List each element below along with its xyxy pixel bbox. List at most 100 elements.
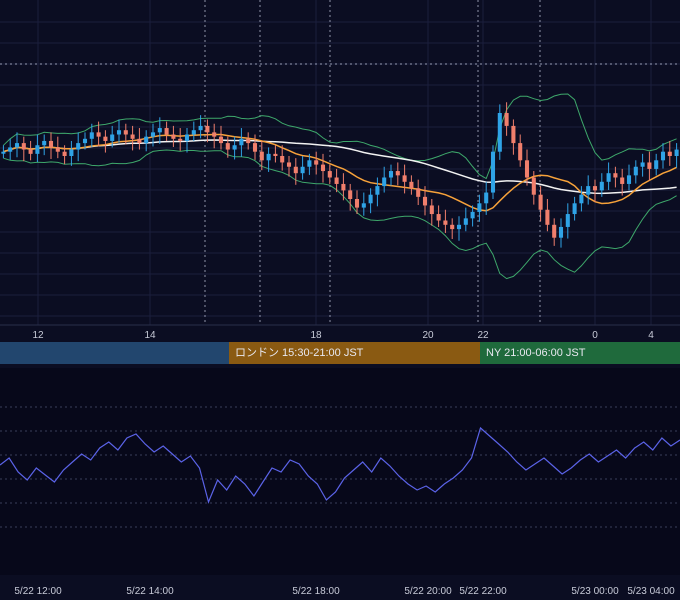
candle-body xyxy=(266,153,271,161)
moving-average-long-line xyxy=(3,139,677,195)
candle-body xyxy=(110,134,115,141)
candle-body xyxy=(232,145,237,150)
candle-body xyxy=(212,132,217,137)
session-divider-lines xyxy=(204,0,541,325)
session-bar-tokyo xyxy=(0,342,229,364)
candle-body xyxy=(354,199,360,208)
price-grid xyxy=(0,0,680,325)
candle-body xyxy=(8,147,13,152)
candle-body xyxy=(293,166,298,174)
candle-body xyxy=(660,151,666,161)
candle-body xyxy=(524,160,530,178)
candle-body xyxy=(1,151,6,154)
candle-body xyxy=(137,138,142,144)
candle-body xyxy=(48,140,54,148)
session-bar-ny: NY 21:00-06:00 JST xyxy=(480,342,680,364)
candle-body xyxy=(504,113,509,126)
candle-body xyxy=(130,134,135,139)
candle-body xyxy=(198,125,203,131)
moving-average-long-path xyxy=(3,139,677,195)
candle-body xyxy=(422,196,428,206)
price-x-tick-label: 18 xyxy=(310,330,322,341)
candle-body xyxy=(545,209,550,225)
candle-body xyxy=(552,224,557,238)
candle-body xyxy=(144,136,149,144)
candle-body xyxy=(667,151,672,156)
oscillator-x-tick-label: 5/22 22:00 xyxy=(459,586,507,597)
candle-body xyxy=(436,214,441,221)
candle-body xyxy=(55,147,60,152)
session-bar-london: ロンドン 15:30-21:00 JST xyxy=(229,342,480,364)
candle-body xyxy=(450,224,455,230)
candle-body xyxy=(225,143,230,150)
oscillator-x-axis: 5/22 12:00 5/22 14:00 5/22 18:00 5/22 20:00… xyxy=(14,586,675,597)
candle-body xyxy=(246,138,251,144)
candle-body xyxy=(171,134,176,139)
candle-body xyxy=(558,226,564,238)
candle-body xyxy=(300,166,305,174)
candle-body xyxy=(654,160,659,169)
candle-body xyxy=(429,205,434,215)
candle-body xyxy=(490,151,496,193)
moving-average-line xyxy=(3,133,677,212)
candle-body xyxy=(361,203,366,208)
candle-body xyxy=(205,125,210,133)
candle-body xyxy=(191,130,196,135)
candle-body xyxy=(375,186,380,195)
candle-body xyxy=(178,138,183,141)
candle-body xyxy=(273,153,278,156)
candle-body xyxy=(470,211,475,219)
candle-body xyxy=(592,186,598,191)
candle-body xyxy=(96,132,101,137)
candle-body xyxy=(35,145,40,154)
price-x-tick-label: 22 xyxy=(477,330,489,341)
candle-body xyxy=(518,143,523,161)
bollinger-upper xyxy=(3,93,677,180)
candle-body xyxy=(286,162,292,167)
candle-body xyxy=(62,151,67,156)
candle-body xyxy=(613,173,618,178)
bollinger-lower xyxy=(3,149,677,280)
candle-body xyxy=(252,143,258,152)
candle-body xyxy=(307,160,312,167)
candle-body xyxy=(341,183,346,191)
candle-body xyxy=(239,138,244,146)
candle-body xyxy=(579,194,584,204)
candle-body xyxy=(409,181,414,189)
price-x-tick-label: 14 xyxy=(144,330,156,341)
candle-body xyxy=(497,113,502,152)
bollinger-bands xyxy=(3,93,677,280)
price-x-tick-label: 20 xyxy=(422,330,434,341)
candle-body xyxy=(531,177,536,195)
candle-body xyxy=(565,214,570,227)
price-x-axis: 12 14 18 20 22 0 4 xyxy=(0,324,680,341)
candle-body xyxy=(395,171,400,176)
oscillator-x-tick-label: 5/23 00:00 xyxy=(571,586,619,597)
candle-body xyxy=(184,134,190,141)
candle-body xyxy=(463,218,468,225)
candle-body xyxy=(320,164,326,172)
candle-body xyxy=(620,177,625,184)
candle-body xyxy=(674,149,679,156)
oscillator-line xyxy=(0,426,680,504)
candle-body xyxy=(280,156,285,163)
candle-body xyxy=(103,136,108,141)
candle-body xyxy=(76,143,81,150)
candle-body xyxy=(382,177,387,187)
candle-body xyxy=(647,162,652,169)
candle-body xyxy=(314,160,319,165)
candle-body xyxy=(538,194,543,210)
oscillator-x-tick-label: 5/22 12:00 xyxy=(14,586,62,597)
oscillator-x-tick-label: 5/22 20:00 xyxy=(404,586,452,597)
oscillator-x-tick-label: 5/23 04:00 xyxy=(627,586,675,597)
oscillator-background xyxy=(0,368,680,575)
price-x-tick-label: 12 xyxy=(32,330,44,341)
candle-body xyxy=(218,136,224,144)
candle-body xyxy=(606,173,611,182)
candle-body xyxy=(21,143,26,150)
candle-body xyxy=(511,125,516,144)
candle-body xyxy=(69,149,74,156)
oscillator-grid xyxy=(0,368,680,575)
candle-body xyxy=(368,194,373,204)
candle-body xyxy=(28,149,33,154)
